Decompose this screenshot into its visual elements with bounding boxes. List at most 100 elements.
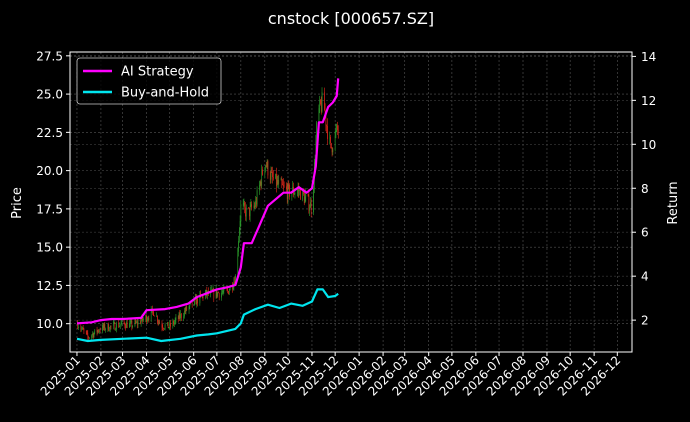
candle-body — [216, 289, 218, 297]
y-tick-label-left: 25.0 — [36, 88, 63, 102]
candle-body — [126, 322, 128, 328]
candle-body — [249, 207, 250, 217]
candle-body — [168, 327, 170, 329]
candle-body — [130, 321, 131, 324]
candle-body — [119, 324, 121, 326]
candle-body — [286, 186, 287, 189]
chart-title: cnstock [000657.SZ] — [268, 9, 434, 28]
candle-body — [86, 332, 88, 334]
candle-body — [260, 181, 262, 186]
candle-body — [105, 329, 106, 330]
candle-body — [288, 184, 290, 186]
candle-body — [147, 319, 148, 322]
y-tick-label-right: 4 — [641, 270, 649, 284]
candle-body — [336, 125, 338, 130]
candle-body — [194, 297, 195, 305]
candle-body — [170, 323, 171, 327]
candle-body — [142, 316, 143, 321]
candle-body — [239, 220, 241, 231]
candle-body — [222, 292, 223, 293]
candle-body — [235, 276, 236, 285]
candle-body — [173, 321, 174, 325]
price-candles — [77, 87, 339, 341]
candle-body — [326, 125, 327, 127]
candle-body — [310, 202, 311, 208]
candle-body — [273, 176, 274, 179]
candle-body — [337, 125, 338, 130]
candle-body — [249, 206, 251, 217]
candle-body — [256, 201, 257, 205]
candle-body — [113, 323, 114, 327]
candle-body — [189, 303, 191, 307]
candle-body — [135, 321, 137, 323]
candle-body — [265, 165, 266, 168]
candle-body — [277, 179, 279, 184]
candle-body — [109, 330, 110, 332]
candle-body — [276, 179, 278, 187]
candle-body — [232, 285, 233, 289]
candle-body — [305, 194, 307, 197]
candle-body — [118, 323, 120, 328]
candle-body — [174, 319, 176, 323]
candle-body — [327, 125, 328, 139]
legend: AI Strategy Buy-and-Hold — [76, 57, 222, 105]
candle-body — [94, 329, 96, 334]
candle-body — [158, 321, 160, 323]
candle-body — [126, 322, 127, 328]
candle-body — [229, 285, 231, 291]
candle-body — [218, 293, 220, 298]
legend-box — [76, 57, 222, 105]
candle-body — [98, 330, 99, 332]
candle-body — [266, 165, 267, 167]
candle-body — [157, 321, 159, 323]
candle-body — [331, 142, 332, 148]
candle-body — [177, 317, 179, 319]
candle-body — [239, 230, 240, 241]
candle-body — [169, 323, 171, 328]
candle-body — [164, 328, 165, 330]
candle-body — [107, 324, 109, 330]
candle-body — [266, 161, 268, 167]
candle-body — [140, 321, 141, 324]
candle-body — [96, 329, 98, 333]
candle-body — [196, 296, 198, 305]
legend-label: Buy-and-Hold — [121, 86, 209, 101]
candle-body — [242, 204, 244, 206]
return-lines — [76, 78, 340, 343]
candle-body — [178, 313, 180, 319]
candle-body — [116, 323, 117, 330]
candle-body — [199, 293, 201, 304]
candle-body — [324, 92, 325, 111]
candle-body — [89, 337, 90, 339]
candle-body — [283, 185, 285, 187]
candle-body — [83, 329, 85, 331]
candle-body — [87, 333, 89, 337]
candle-body — [256, 190, 258, 205]
candle-body — [272, 172, 273, 177]
candle-body — [280, 179, 282, 181]
y-tick-label-left: 17.5 — [36, 202, 63, 216]
candle-body — [121, 320, 123, 323]
candle-body — [137, 321, 139, 325]
candle-body — [92, 333, 93, 336]
candle-body — [97, 330, 99, 333]
buy-and-hold-line — [76, 288, 339, 343]
candle-body — [297, 188, 299, 191]
candle-body — [330, 137, 331, 143]
candle-body — [254, 205, 256, 207]
candle-body — [307, 194, 309, 196]
candle-body — [289, 184, 290, 197]
candle-body — [259, 184, 260, 191]
candle-body — [113, 322, 115, 324]
candle-body — [308, 195, 310, 211]
y-tick-label-right: 12 — [641, 94, 656, 108]
candle-body — [243, 203, 245, 205]
y-tick-label-left: 27.5 — [36, 49, 63, 63]
candle-body — [114, 322, 116, 331]
candle-body — [221, 292, 222, 298]
candle-body — [334, 132, 336, 150]
candle-body — [228, 291, 229, 295]
candle-body — [102, 325, 103, 332]
y-tick-label-right: 6 — [641, 226, 649, 240]
